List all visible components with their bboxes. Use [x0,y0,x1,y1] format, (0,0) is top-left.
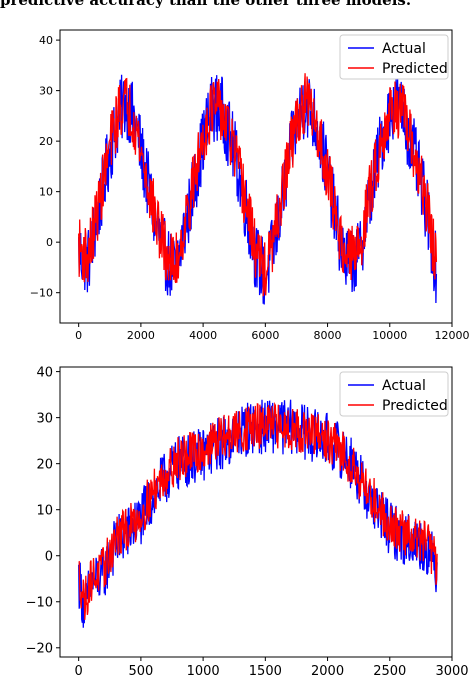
x-tick-label: 1500 [249,664,282,679]
y-tick-label: 30 [36,411,53,426]
y-tick-label: −20 [26,641,53,656]
plot-frame [59,366,453,658]
x-tick-label: 2500 [373,664,406,679]
y-tick-label: 20 [39,135,53,148]
figure-caption: predictive accuracy than the other three… [0,0,412,9]
y-tick-label: 0 [46,236,53,249]
legend-label-predicted: Predicted [382,61,448,77]
legend-label-predicted: Predicted [382,398,448,414]
y-tick-label: 10 [36,503,53,518]
x-tick-label: 0 [75,664,83,679]
x-tick-label: 2000 [311,664,344,679]
x-tick-label: 2000 [127,329,155,342]
series-line-actual [78,74,438,305]
x-tick-label: 4000 [189,329,217,342]
legend: Actual Predicted [339,371,449,417]
y-tick-label: 40 [36,365,53,380]
series-line-predicted [78,401,438,620]
chart-top: 0 2000 4000 6000 8000 10000 12000 −10 0 10 20 30 40 A… [30,29,470,342]
x-tick-label: 1000 [187,664,220,679]
x-tick-label: 6000 [251,329,279,342]
y-tick-label: 40 [39,34,53,47]
chart-bottom: 0 500 1000 1500 2000 2500 3000 −20 −10 0 10 20 30 40 A… [26,365,469,679]
x-tick-label: 10000 [372,329,407,342]
y-tick-label: 0 [45,549,53,564]
series-line-predicted [78,73,438,297]
plot-frame [59,29,453,324]
legend-label-actual: Actual [382,41,426,57]
y-tick-label: 20 [36,457,53,472]
x-tick-label: 8000 [314,329,342,342]
x-tick-label: 0 [75,329,82,342]
x-tick-label: 12000 [435,329,470,342]
y-tick-label: −10 [26,595,53,610]
x-tick-label: 500 [128,664,153,679]
y-tick-label: 10 [39,186,53,199]
x-tick-label: 3000 [435,664,468,679]
legend-label-actual: Actual [382,378,426,394]
y-tick-label: −10 [30,287,53,300]
y-tick-label: 30 [39,85,53,98]
legend: Actual Predicted [339,34,449,80]
